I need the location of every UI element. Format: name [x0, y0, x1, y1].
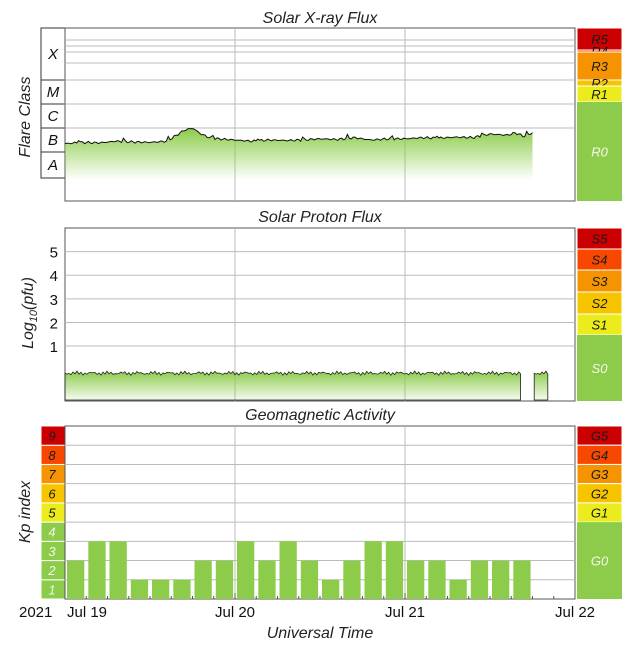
proton-plot-area	[64, 227, 576, 402]
proton-flux-area	[64, 370, 549, 401]
kp-bar	[279, 541, 297, 599]
kp-bar	[67, 560, 85, 599]
flare-class-label: M	[47, 84, 60, 101]
scale-level-label: G4	[591, 448, 608, 463]
kp-bar	[130, 579, 149, 599]
scale-quiet-label: S0	[592, 361, 609, 376]
kp-bar	[173, 579, 191, 599]
proton-ylabel: Log10(pfu)	[20, 277, 40, 349]
scale-level-label: R1	[591, 87, 608, 102]
proton-y-ticks: 1 2 3 4 5	[50, 245, 58, 356]
scale-quiet-label: R0	[591, 145, 608, 160]
flare-class-box	[40, 127, 66, 153]
proton-grid	[65, 228, 575, 401]
scale-level-label: G2	[591, 486, 609, 501]
kp-bar	[109, 541, 127, 599]
geomagnetic-storm-scale: G5 G4 G3 G2 G1 G0	[576, 425, 623, 599]
kp-level-label: 5	[48, 506, 56, 521]
xray-grid	[65, 28, 575, 201]
kp-level-label: 2	[47, 563, 56, 578]
kp-bar	[449, 579, 467, 599]
kp-bar	[152, 579, 170, 599]
kp-bars	[67, 541, 531, 599]
xray-flux-line	[64, 128, 533, 145]
scale-level-label: R5	[591, 32, 608, 47]
proton-flux-segment	[533, 370, 549, 401]
kp-level-label: 4	[48, 525, 55, 540]
proton-y-tick-label: 4	[50, 268, 58, 285]
proton-y-tick-label: 3	[50, 292, 58, 309]
scale-quiet-box	[577, 522, 622, 599]
solar-radiation-scale: S5 S4 S3 S2 S1 S0	[576, 227, 623, 401]
kp-panel: Geomagnetic Activity Kp index 123456789 …	[17, 407, 623, 642]
kp-bar	[492, 560, 510, 599]
radio-blackout-scale: R5R4R3R2R1R0	[576, 27, 623, 201]
scale-level-label: S2	[592, 296, 609, 311]
x-axis-label: Universal Time	[267, 625, 374, 642]
x-tick-label: Jul 19	[67, 604, 107, 621]
kp-bar	[88, 541, 106, 599]
scale-level-label: S4	[592, 253, 608, 268]
x-tick-label: Jul 20	[215, 604, 255, 621]
kp-level-label: 1	[48, 582, 55, 597]
scale-level-label: G1	[591, 506, 608, 521]
kp-bar	[343, 560, 361, 599]
scale-level-box	[576, 51, 623, 81]
scale-level-label: G3	[591, 467, 609, 482]
proton-flux-segment	[64, 370, 521, 401]
kp-bar	[407, 560, 425, 599]
kp-grid	[65, 426, 575, 599]
kp-bar	[300, 560, 319, 599]
kp-bar	[385, 541, 404, 599]
kp-level-label: 3	[48, 544, 56, 559]
kp-bar	[322, 579, 340, 599]
flare-class-label: A	[47, 157, 58, 174]
kp-bar	[513, 560, 531, 599]
xray-flux-area	[65, 128, 533, 180]
scale-level-label: R3	[591, 59, 608, 74]
kp-level-label: 8	[48, 448, 56, 463]
kp-level-label: 6	[48, 486, 56, 501]
proton-y-tick-label: 1	[50, 339, 58, 356]
kp-bar	[258, 560, 276, 599]
proton-title: Solar Proton Flux	[258, 209, 383, 226]
scale-level-label: S5	[592, 232, 609, 247]
flare-class-label: B	[48, 132, 58, 149]
flare-class-label: C	[48, 108, 59, 125]
x-tick-label: Jul 21	[385, 604, 425, 621]
kp-bar	[215, 560, 234, 599]
xray-title: Solar X-ray Flux	[263, 10, 379, 27]
kp-bar	[428, 560, 446, 599]
scale-quiet-label: G0	[591, 554, 609, 569]
x-tick-label: Jul 22	[555, 604, 595, 621]
flare-class-label: X	[47, 46, 59, 63]
year-label: 2021	[19, 604, 52, 621]
kp-level-boxes: 1 2 3 4 5 6 7 8 9	[40, 425, 66, 600]
proton-y-tick-label: 2	[50, 315, 58, 332]
kp-bar	[194, 560, 212, 599]
kp-bar	[470, 560, 489, 599]
proton-y-tick-label: 5	[50, 245, 58, 262]
scale-level-label: G5	[591, 429, 609, 444]
kp-title: Geomagnetic Activity	[245, 407, 396, 424]
flare-class-box	[40, 151, 66, 179]
scale-level-label: S3	[592, 274, 609, 289]
x-tick-labels: Jul 19 Jul 20 Jul 21 Jul 22	[64, 593, 595, 621]
xray-ylabel: Flare Class	[17, 77, 34, 158]
scale-level-label: S1	[592, 318, 608, 333]
kp-plot-area	[64, 425, 576, 600]
kp-ylabel: Kp index	[17, 480, 34, 543]
kp-level-label: 7	[48, 467, 56, 482]
kp-bar	[364, 541, 382, 599]
flare-class-box	[40, 27, 66, 81]
scale-quiet-box	[577, 102, 622, 201]
kp-level-label: 9	[48, 429, 55, 444]
kp-bar	[237, 541, 255, 599]
scale-quiet-box	[577, 335, 622, 401]
